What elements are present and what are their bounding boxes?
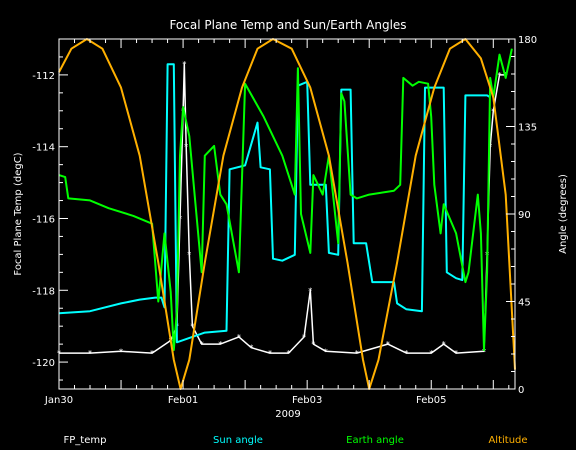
fp-temp-point: * [184,143,188,152]
series-layer: * * * ********** **** ***** *** *** ***** * [57,38,516,390]
legend-item: Altitude [488,435,527,446]
y-tick-label: -118 [32,286,55,297]
fp-temp-point: * [119,347,123,356]
fp-temp-point: * [187,250,191,259]
y-tick-label: -114 [32,143,55,154]
x-tick-label: Feb01 [168,395,198,406]
fp-temp-point: * [324,347,328,356]
fp-temp-point: * [429,349,433,358]
fp-temp-point: * [491,107,495,116]
fp-temp-point: * [268,349,272,358]
y2-tick-label: 45 [518,298,531,309]
fp-temp-point: * [237,333,241,342]
fp-temp-point: * [88,349,92,358]
fp-temp-point: * [302,333,306,342]
fp-temp-point: * [190,322,194,331]
fp-temp-point: * [311,340,315,349]
fp-temp-point: * [178,214,182,223]
fp-temp-point: * [308,286,312,295]
y2-tick-label: 180 [518,35,537,46]
fp-temp-point: * [442,340,446,349]
y2-tick-label: 0 [518,385,524,396]
x-tick-label: Feb05 [416,395,446,406]
fp-temp-point: * [404,349,408,358]
series-earth-angle-line [58,48,513,352]
y2-tick-label: 135 [518,123,537,134]
chart-title: Focal Plane Temp and Sun/Earth Angles [169,18,406,32]
fp-temp-point: * [249,344,253,353]
fp-temp-point: * [150,349,154,358]
fp-temp-point: * [355,349,359,358]
fp-temp-point: * [488,143,492,152]
fp-temp-point: * [386,340,390,349]
y2-axis-label: Angle (degrees) [558,174,569,254]
legend: FP_temp Sun angle Earth angle Altitude [64,435,528,446]
series-altitude-line [58,38,516,390]
y2-tick-label: 90 [518,210,531,221]
fp-temp-point: * [182,60,186,69]
fp-temp-point: * [482,347,486,356]
y-tick-label: -116 [32,214,55,225]
x-axis-label: 2009 [275,409,300,420]
fp-temp-point: * [287,349,291,358]
fp-temp-point: * [218,340,222,349]
x-tick-label: Jan30 [44,395,73,406]
x-tick-label: Feb03 [292,395,322,406]
y-tick-label: -120 [32,358,55,369]
legend-item: Earth angle [346,435,404,446]
fp-temp-point: * [497,71,501,80]
ticks-layer: -112 -114 -116 -118 -120 0 45 90 135 180 Jan30 Feb0… [32,35,537,406]
y-tick-label: -112 [32,71,55,82]
legend-item: Sun angle [213,435,263,446]
fp-temp-point: * [200,340,204,349]
legend-item: FP_temp [64,435,107,446]
y-axis-label: Focal Plane Temp (degC) [13,152,24,275]
fp-temp-point: * [454,349,458,358]
